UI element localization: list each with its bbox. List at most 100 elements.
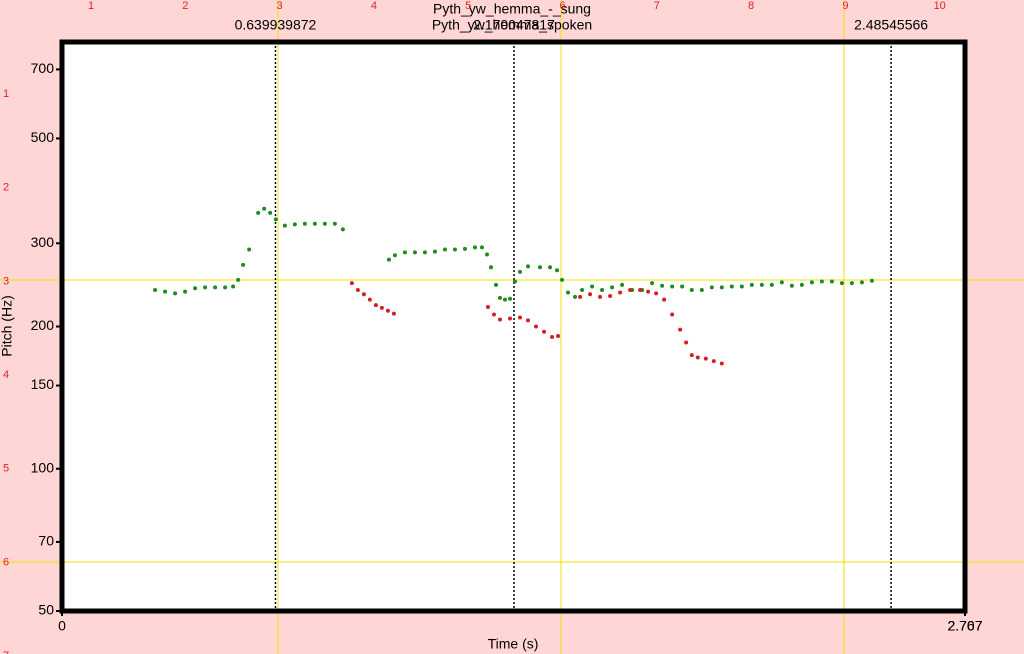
pitch-point bbox=[485, 304, 490, 309]
ruler-label: 4 bbox=[371, 0, 377, 12]
pitch-point bbox=[719, 285, 724, 290]
title: Pyth_yw_hemma_spoken bbox=[432, 17, 592, 33]
pitch-point bbox=[588, 292, 593, 297]
pitch-point bbox=[193, 286, 198, 291]
ruler-label: 4 bbox=[3, 369, 9, 381]
pitch-point bbox=[542, 329, 547, 334]
pitch-point bbox=[367, 297, 372, 302]
pitch-point bbox=[312, 221, 317, 226]
pitch-point bbox=[534, 324, 539, 329]
pitch-point bbox=[340, 227, 345, 232]
ruler-label: 7 bbox=[654, 0, 660, 12]
ruler-label: 10 bbox=[934, 0, 946, 12]
pitch-point bbox=[493, 282, 498, 287]
pitch-point bbox=[386, 257, 391, 262]
ruler-label: 6 bbox=[559, 0, 565, 12]
ruler-label: 3 bbox=[3, 275, 9, 287]
ruler-label: 7 bbox=[3, 650, 9, 654]
pitch-point bbox=[292, 222, 297, 227]
pitch-point bbox=[654, 291, 659, 296]
pitch-point bbox=[719, 361, 724, 366]
pitch-point bbox=[628, 287, 633, 292]
pitch-point bbox=[670, 312, 675, 317]
x-tick-label: 0 bbox=[58, 618, 66, 634]
marker-label: 2.170047817 bbox=[473, 17, 555, 33]
ruler-label: 2 bbox=[182, 0, 188, 12]
pitch-point bbox=[236, 277, 241, 282]
pitch-point bbox=[247, 247, 252, 252]
pitch-point bbox=[472, 245, 477, 250]
pitch-point bbox=[598, 294, 603, 299]
pitch-point bbox=[684, 340, 689, 345]
pitch-point bbox=[711, 359, 716, 364]
pitch-point bbox=[497, 295, 502, 300]
pitch-point bbox=[231, 284, 236, 289]
pitch-point bbox=[560, 277, 565, 282]
pitch-point bbox=[859, 280, 864, 285]
pitch-point bbox=[799, 282, 804, 287]
marker-label: 2.48545566 bbox=[854, 17, 928, 33]
pitch-point bbox=[739, 284, 744, 289]
pitch-point bbox=[769, 282, 774, 287]
pitch-point bbox=[488, 265, 493, 270]
pitch-point bbox=[573, 294, 578, 299]
pitch-point bbox=[432, 249, 437, 254]
pitch-point bbox=[282, 223, 287, 228]
y-tick-label: 700 bbox=[31, 60, 55, 76]
pitch-point bbox=[373, 303, 378, 308]
pitch-point bbox=[183, 289, 188, 294]
pitch-point bbox=[391, 311, 396, 316]
pitch-point bbox=[203, 285, 208, 290]
plot-frame bbox=[59, 39, 968, 614]
y-tick-label: 70 bbox=[38, 533, 54, 549]
pitch-point bbox=[526, 318, 531, 323]
pitch-point bbox=[590, 284, 595, 289]
pitch-point bbox=[385, 308, 390, 313]
pitch-point bbox=[507, 316, 512, 321]
pitch-point bbox=[497, 317, 502, 322]
pitch-point bbox=[618, 290, 623, 295]
pitch-point bbox=[412, 250, 417, 255]
x-tick-label: 2.767 bbox=[947, 618, 982, 634]
pitch-point bbox=[566, 290, 571, 295]
y-tick-label: 200 bbox=[31, 317, 55, 333]
pitch-point bbox=[709, 285, 714, 290]
pitch-point bbox=[379, 305, 384, 310]
pitch-point bbox=[670, 284, 675, 289]
pitch-point bbox=[550, 335, 555, 340]
pitch-point bbox=[518, 315, 523, 320]
pitch-point bbox=[556, 333, 561, 338]
y-axis-label: Pitch (Hz) bbox=[0, 295, 15, 356]
pitch-point bbox=[302, 221, 307, 226]
y-tick-label: 100 bbox=[31, 459, 55, 475]
pitch-point bbox=[869, 278, 874, 283]
y-tick-label: 50 bbox=[38, 602, 54, 618]
pitch-point bbox=[213, 285, 218, 290]
pitch-point bbox=[650, 281, 655, 286]
pitch-point bbox=[349, 281, 354, 286]
pitch-point bbox=[491, 312, 496, 317]
pitch-point bbox=[442, 247, 447, 252]
ruler-label: 5 bbox=[3, 463, 9, 475]
pitch-point bbox=[361, 292, 366, 297]
pitch-point bbox=[332, 221, 337, 226]
pitch-point bbox=[538, 265, 543, 270]
pitch-point bbox=[262, 206, 267, 211]
ruler-label: 5 bbox=[465, 0, 471, 12]
pitch-point bbox=[819, 279, 824, 284]
ruler-label: 8 bbox=[748, 0, 754, 12]
pitch-point bbox=[578, 294, 583, 299]
pitch-point bbox=[829, 279, 834, 284]
pitch-point bbox=[729, 284, 734, 289]
pitch-point bbox=[462, 246, 467, 251]
pitch-point bbox=[355, 287, 360, 292]
pitch-point bbox=[580, 287, 585, 292]
pitch-point bbox=[749, 282, 754, 287]
pitch-point bbox=[610, 285, 615, 290]
pitch-point bbox=[660, 283, 665, 288]
pitch-point bbox=[223, 285, 228, 290]
pitch-point bbox=[479, 245, 484, 250]
ruler-label: 2 bbox=[3, 182, 9, 194]
ruler-label: 1 bbox=[88, 0, 94, 12]
ruler-label: 1 bbox=[3, 88, 9, 100]
